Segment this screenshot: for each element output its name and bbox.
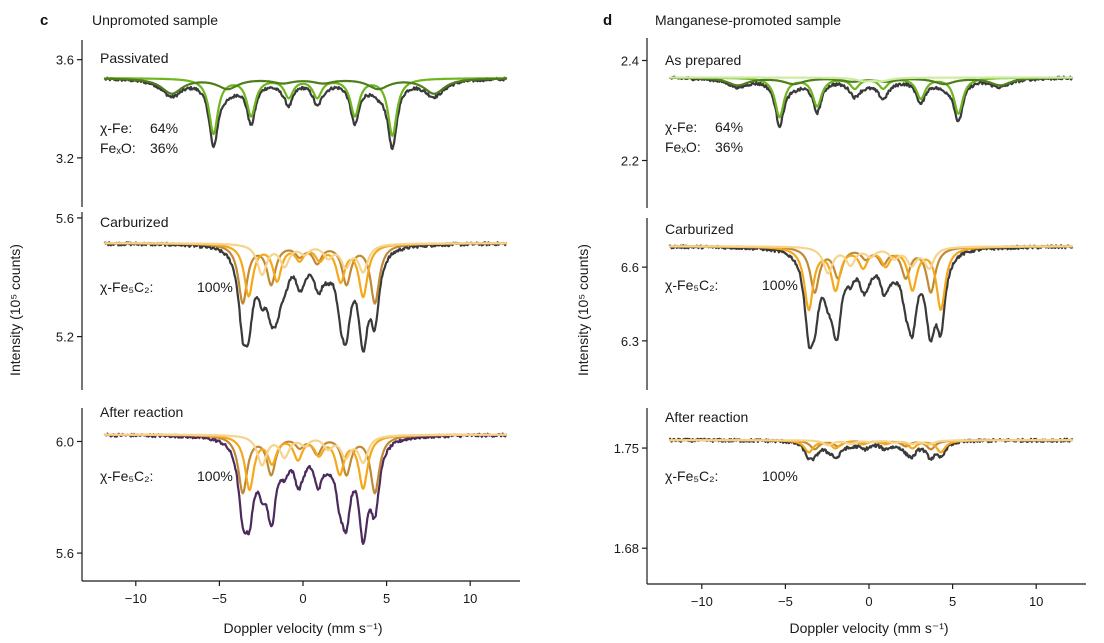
y-axis-label: Intensity (10⁵ counts)	[575, 244, 591, 376]
y-tick-label: 1.75	[614, 441, 639, 456]
subplot-label: Carburized	[100, 214, 168, 230]
composition-percent: 64%	[150, 120, 178, 136]
fit-component-site-3	[668, 245, 1074, 275]
fit-component-site-1	[668, 245, 1074, 294]
composition-phase: χ-Fe:	[100, 120, 132, 136]
y-tick-label: 5.2	[56, 330, 74, 345]
subplot-passivated: 3.6 3.2 Passivated χ-Fe: 64% FeₓO: 36%	[56, 40, 508, 207]
subplot-after-reaction: 1.75 1.68 After reaction χ-Fe₅C₂: 100%	[614, 408, 1074, 584]
composition-phase: χ-Fe₅C₂:	[100, 468, 153, 484]
x-tick-label: 0	[865, 594, 872, 609]
measured-spectrum	[103, 241, 508, 353]
x-tick-label: 10	[1029, 594, 1043, 609]
subplot-label: After reaction	[665, 409, 748, 425]
fit-component-site-3	[103, 242, 508, 277]
x-tick-label: −10	[691, 594, 713, 609]
x-tick-label: −10	[125, 591, 147, 606]
composition-phase: χ-Fe₅C₂:	[100, 279, 153, 295]
x-tick-label: 5	[949, 594, 956, 609]
y-tick-label: 3.2	[56, 151, 74, 166]
y-tick-label: 2.2	[621, 154, 639, 169]
composition-phase: FeₓO:	[100, 140, 136, 156]
fit-component-doublet	[668, 76, 1074, 83]
composition-phase: χ-Fe:	[665, 119, 697, 135]
composition-percent: 36%	[715, 139, 743, 155]
fit-component-site-2	[103, 433, 508, 492]
fit-component-site-3	[103, 433, 508, 467]
panel-title: Manganese-promoted sample	[655, 12, 841, 28]
composition-percent: 100%	[762, 468, 798, 484]
x-tick-label: 0	[299, 591, 306, 606]
x-tick-label: 10	[463, 591, 477, 606]
composition-phase: FeₓO:	[665, 139, 701, 155]
composition-phase: χ-Fe₅C₂:	[665, 277, 718, 293]
composition-percent: 100%	[197, 468, 233, 484]
subplot-label: Carburized	[665, 221, 733, 237]
subplot-carburized: 5.6 5.2 Carburized χ-Fe₅C₂: 100%	[56, 211, 508, 390]
composition-phase: χ-Fe₅C₂:	[665, 468, 718, 484]
y-tick-label: 2.4	[621, 54, 639, 69]
y-axis-label: Intensity (10⁵ counts)	[7, 244, 23, 376]
subplot-label: After reaction	[100, 404, 183, 420]
y-tick-label: 3.6	[56, 53, 74, 68]
x-tick-label: 5	[383, 591, 390, 606]
x-axis-label: Doppler velocity (mm s⁻¹)	[223, 620, 382, 636]
composition-percent: 100%	[197, 279, 233, 295]
subplot-after-reaction: 6.0 5.6 After reaction χ-Fe₅C₂: 100%	[56, 404, 508, 581]
measured-spectrum	[668, 244, 1074, 350]
panel-d-manganese-promoted: d Manganese-promoted sample Intensity (1…	[575, 12, 1086, 636]
composition-percent: 36%	[150, 140, 178, 156]
subplot-label: Passivated	[100, 50, 168, 66]
fit-component-sextet-broad	[103, 77, 508, 95]
subplot-carburized: 6.6 6.3 Carburized χ-Fe₅C₂: 100%	[621, 218, 1074, 390]
fit-component-site-2	[103, 242, 508, 299]
y-tick-label: 1.68	[614, 541, 639, 556]
x-axis-label: Doppler velocity (mm s⁻¹)	[789, 620, 948, 636]
subplot-label: As prepared	[665, 52, 741, 68]
measured-spectrum	[668, 75, 1074, 129]
measured-spectrum	[103, 432, 508, 546]
panel-title: Unpromoted sample	[92, 12, 218, 28]
y-tick-label: 6.6	[621, 260, 639, 275]
panel-letter: c	[40, 12, 48, 29]
panel-c-unpromoted: c Unpromoted sample Intensity (10⁵ count…	[7, 12, 520, 636]
x-tick-label: −5	[212, 591, 227, 606]
fit-component-site-1	[103, 242, 508, 305]
fit-component-site-3	[668, 439, 1074, 447]
composition-percent: 64%	[715, 119, 743, 135]
fit-component-sextet-main	[103, 77, 508, 137]
x-tick-label: −5	[778, 594, 793, 609]
measured-spectrum	[103, 76, 508, 151]
panel-letter: d	[603, 12, 612, 29]
subplot-as-prepared: 2.4 2.2 As prepared χ-Fe: 64% FeₓO: 36%	[621, 38, 1074, 208]
y-tick-label: 6.0	[56, 434, 74, 449]
composition-percent: 100%	[762, 277, 798, 293]
y-tick-label: 6.3	[621, 334, 639, 349]
y-tick-label: 5.6	[56, 211, 74, 226]
y-tick-label: 5.6	[56, 546, 74, 561]
fit-component-site-1	[103, 433, 508, 495]
